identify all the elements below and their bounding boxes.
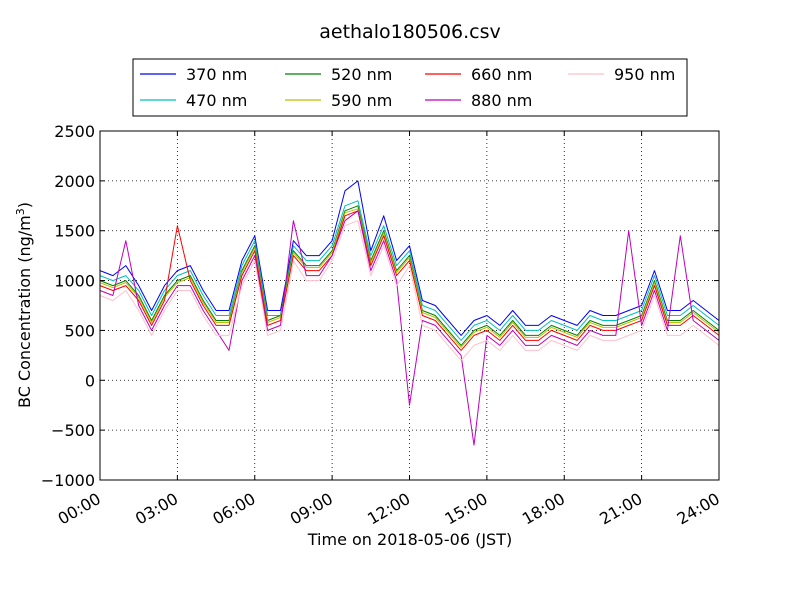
x-tick-label: 09:00 [287,489,336,529]
series-line-880-nm [99,210,720,446]
legend-label: 520 nm [331,65,392,84]
y-tick-label: 0 [85,371,95,390]
legend-label: 370 nm [186,65,247,84]
series-line-470-nm [99,200,720,341]
y-tick-label: 2500 [54,122,95,141]
x-tick-label: 15:00 [441,489,490,529]
x-tick-label: 24:00 [674,489,723,529]
series-line-520-nm [99,205,720,346]
series-line-370-nm [99,180,720,336]
x-tick-label: 00:00 [55,489,104,529]
y-tick-label: −1000 [41,471,95,490]
legend: 370 nm 470 nm 520 nm 590 nm 660 nm 880 nm 950 … [132,58,688,117]
legend-label: 950 nm [614,65,675,84]
legend-entries: 370 nm 470 nm 520 nm 590 nm 660 nm 880 nm 950 … [140,65,675,110]
chart-title: aethalo180506.csv [319,21,501,43]
legend-label: 590 nm [331,91,392,110]
y-axis-label-end: ) [15,202,34,208]
x-tick-label: 18:00 [519,489,568,529]
y-tick-label: 2000 [54,172,95,191]
plot-series [99,180,720,446]
y-axis-label-main: BC Concentration (ng/m [15,215,34,408]
x-tick-label: 06:00 [209,489,258,529]
series-line-950-nm [99,220,720,361]
y-tick-label: 1000 [54,272,95,291]
y-tick-label: −500 [51,421,95,440]
legend-box [132,58,688,117]
y-axis-label-sup: 3 [14,208,27,215]
x-tick-label: 21:00 [596,489,645,529]
y-axis-label: BC Concentration (ng/m3) [14,202,35,408]
series-line-660-nm [99,210,720,351]
legend-label: 880 nm [471,91,532,110]
legend-label: 470 nm [186,91,247,110]
series-line-590-nm [99,208,720,348]
legend-label: 660 nm [471,65,532,84]
y-tick-label: 500 [64,321,95,340]
y-tick-label: 1500 [54,222,95,241]
x-tick-label: 03:00 [132,489,181,529]
x-axis-label: Time on 2018-05-06 (JST) [307,530,512,549]
grid-lines [100,131,719,480]
x-tick-label: 12:00 [364,489,413,529]
